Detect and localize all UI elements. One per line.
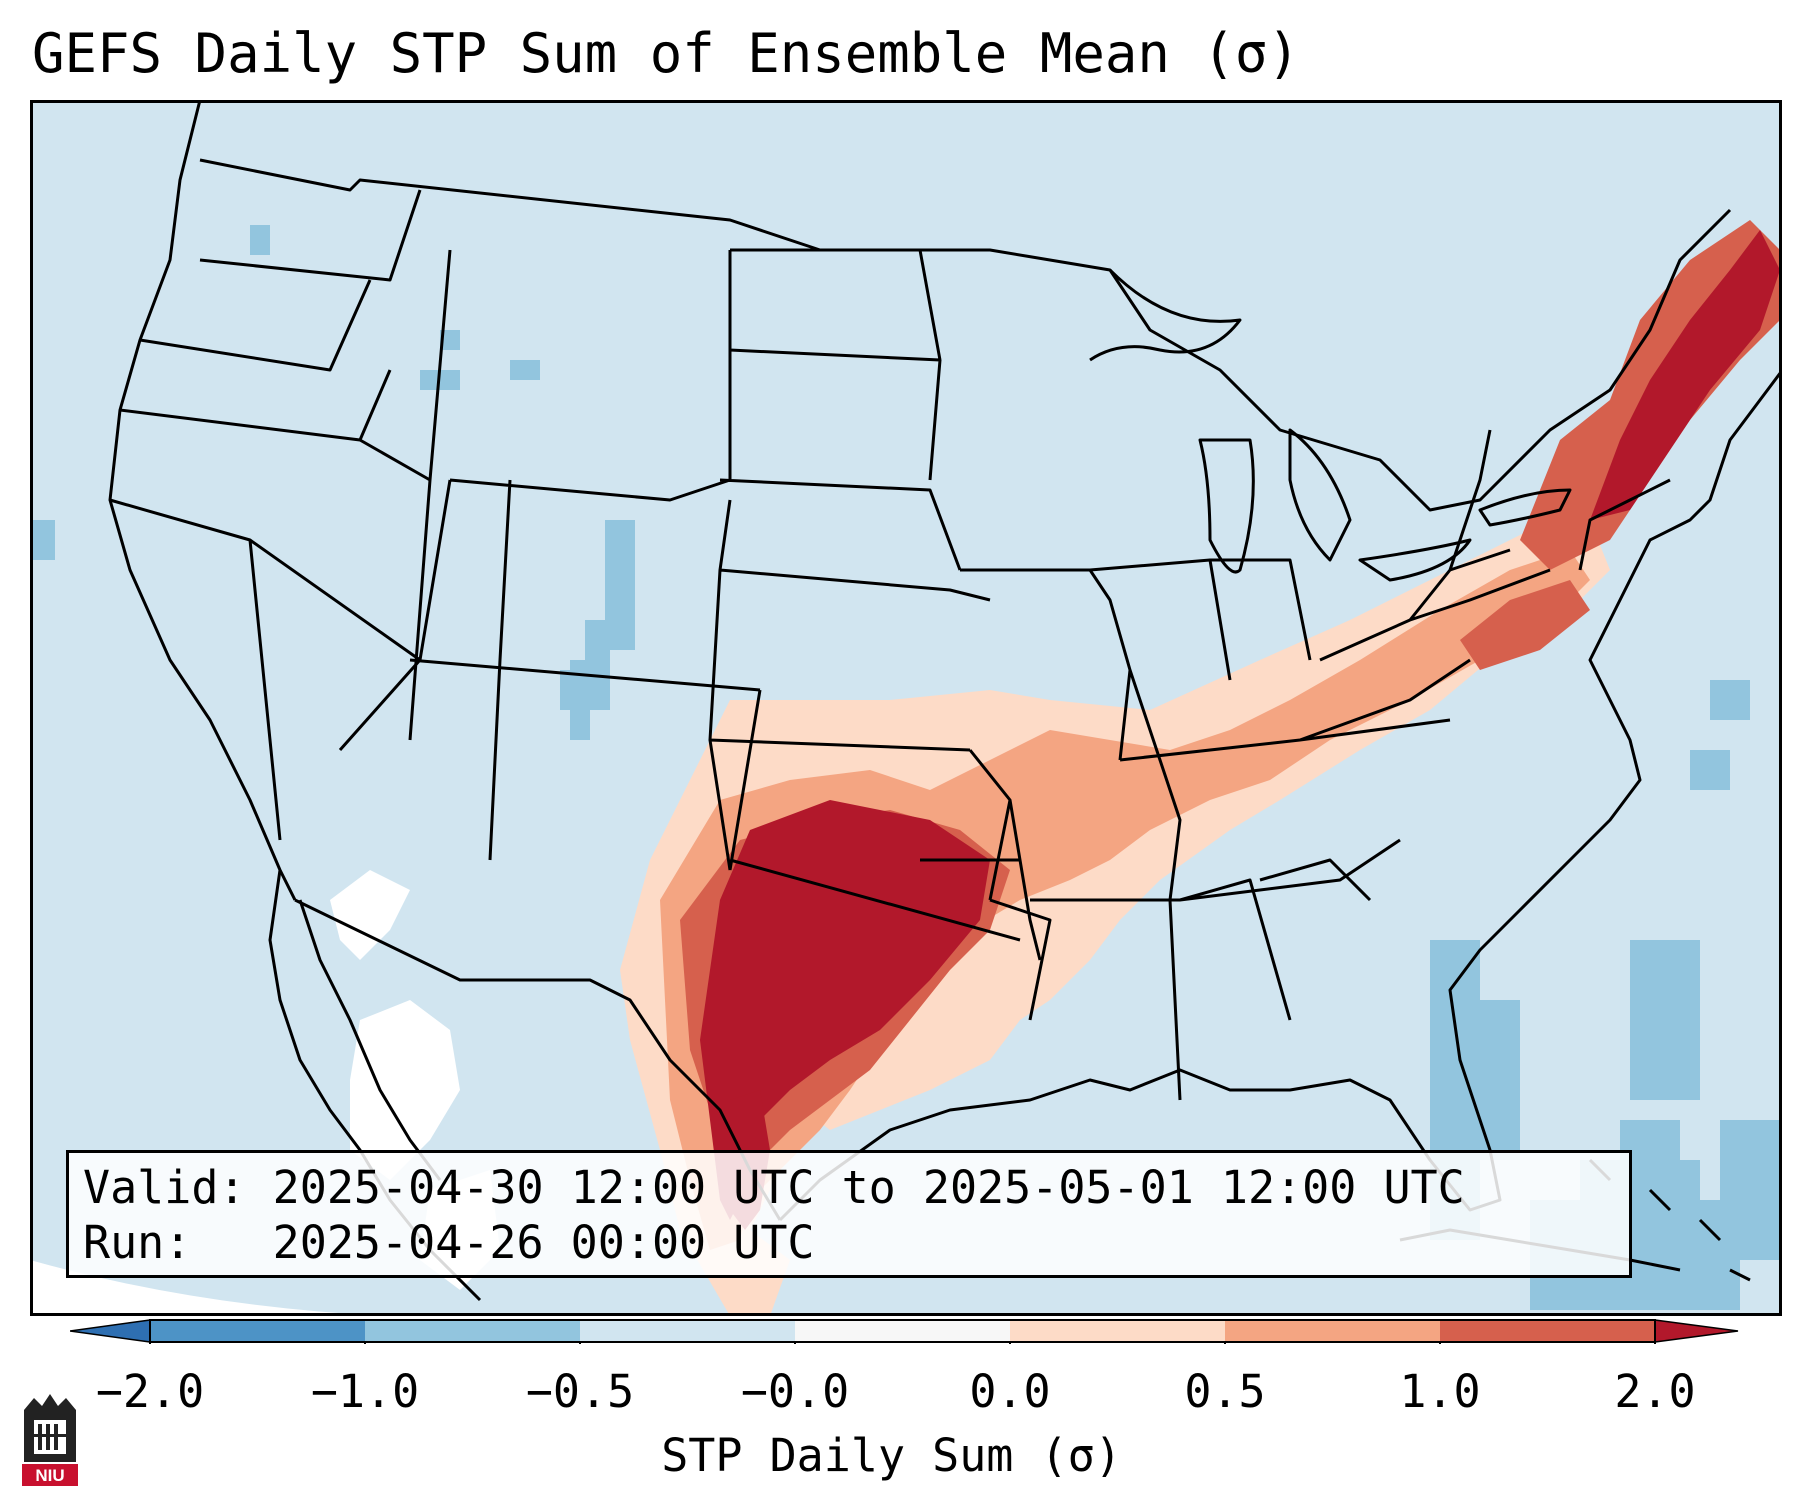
stp-core-ne	[1590, 230, 1780, 520]
state-borders	[109, 189, 1671, 1101]
run-value: 2025-04-26 00:00 UTC	[272, 1216, 815, 1269]
colorbar-bin-0-05	[1010, 1320, 1225, 1342]
colorbar-tick: −0.0	[740, 1365, 850, 1418]
colorbar-extend-low	[70, 1319, 151, 1343]
projection-edge	[30, 1260, 580, 1316]
colorbar-label: STP Daily Sum (σ)	[661, 1429, 1122, 1482]
map-frame	[30, 100, 1782, 1316]
stp-area-mid-atlantic	[1460, 580, 1590, 670]
colorbar-bin-05-1	[1225, 1320, 1440, 1342]
logo-text: NIU	[35, 1466, 64, 1485]
colorbar-tick: 0.5	[1184, 1365, 1266, 1418]
colorbar-tick: −0.5	[525, 1365, 635, 1418]
canada-border	[199, 158, 1732, 512]
valid-value: 2025-04-30 12:00 UTC to 2025-05-01 12:00…	[272, 1161, 1465, 1214]
baja-california	[298, 899, 442, 1181]
stp-area-medium	[660, 550, 1590, 1250]
stp-map	[30, 100, 1782, 1316]
map-title: GEFS Daily STP Sum of Ensemble Mean (σ)	[32, 22, 1300, 85]
colorbar-tick: −1.0	[310, 1365, 420, 1418]
gulf-coast	[778, 368, 1782, 1222]
colorbar-extend-high	[1654, 1319, 1739, 1343]
colorbar-bin-1-2	[1440, 1320, 1655, 1342]
colorbar-bin-neg1-neg05	[365, 1320, 580, 1342]
colorbar-bin-neg2-neg1	[150, 1320, 365, 1342]
stp-positive-field	[620, 220, 1782, 1316]
colorbar-bin-0-0	[795, 1320, 1010, 1342]
valid-label: Valid:	[83, 1161, 246, 1214]
colorbar-tick: −2.0	[95, 1365, 205, 1418]
run-label: Run:	[83, 1216, 192, 1269]
west-coast	[108, 100, 297, 901]
colorbar-bin-neg05-0	[580, 1320, 795, 1342]
colorbar	[70, 1319, 1739, 1344]
stp-core-plains	[700, 800, 990, 1220]
colorbar-tick: 0.0	[969, 1365, 1051, 1418]
colorbar-tick: 1.0	[1399, 1365, 1481, 1418]
great-lakes	[1089, 268, 1572, 582]
valid-run-info-box: Valid: 2025-04-30 12:00 UTC to 2025-05-0…	[66, 1150, 1632, 1278]
niu-logo-icon: NIU	[22, 1394, 78, 1486]
colorbar-tick: 2.0	[1614, 1365, 1696, 1418]
